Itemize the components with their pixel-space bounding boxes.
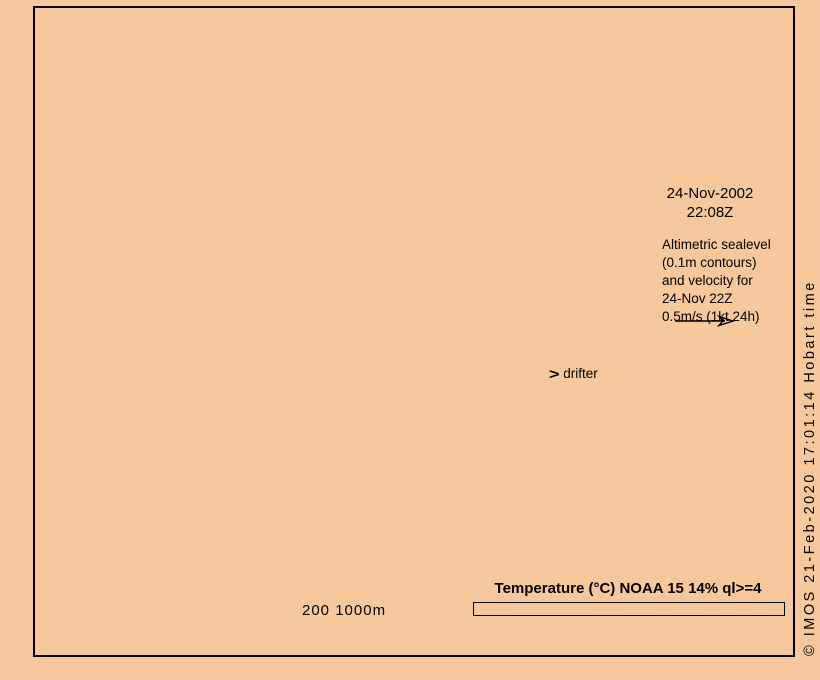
sst-map-canvas xyxy=(35,8,793,655)
altimetry-note: Altimetric sealevel (0.1m contours) and … xyxy=(662,236,812,326)
observation-time: 22:08Z xyxy=(686,204,734,221)
bathymetry-legend: 200 1000m xyxy=(302,602,386,619)
velocity-scale-arrow-icon xyxy=(675,315,735,327)
altimetry-note-line: and velocity for xyxy=(662,273,753,288)
colorbar-gradient-canvas xyxy=(474,603,784,615)
drifter-marker: > drifter xyxy=(549,366,598,381)
map-plot-area: 24-Nov-2002 22:08Z Altimetric sealevel (… xyxy=(33,6,795,657)
altimetry-note-line: 24-Nov 22Z xyxy=(662,291,733,306)
drifter-label: drifter xyxy=(563,366,598,381)
bathymetry-legend-label: 200 1000m xyxy=(302,602,387,619)
observation-datetime: 24-Nov-2002 22:08Z xyxy=(635,184,785,222)
altimetry-note-line: (0.1m contours) xyxy=(662,255,757,270)
observation-date: 24-Nov-2002 xyxy=(666,185,754,202)
credit-text: © IMOS 21-Feb-2020 17:01:14 Hobart time xyxy=(802,280,818,656)
colorbar-title: Temperature (°C) NOAA 15 14% ql>=4 xyxy=(494,580,762,597)
altimetry-note-line: Altimetric sealevel xyxy=(662,237,771,252)
bathymetry-contour-sample-line xyxy=(303,627,353,629)
colorbar-gradient xyxy=(473,602,785,616)
drifter-chevron-icon: > xyxy=(549,366,560,383)
